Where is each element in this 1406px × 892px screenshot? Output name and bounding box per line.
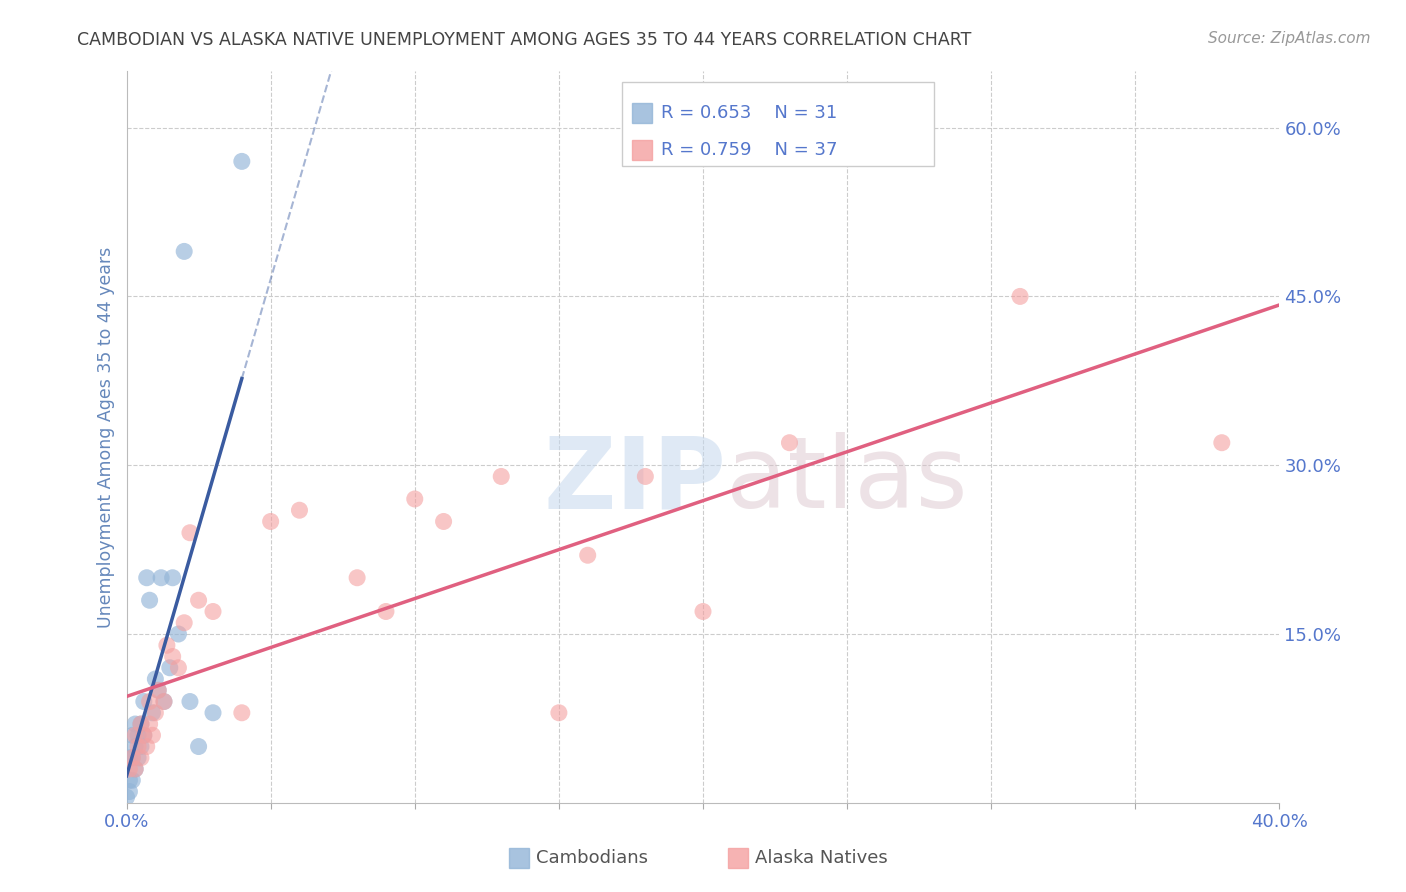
Point <box>167 627 190 641</box>
Point <box>148 683 170 698</box>
Point <box>153 694 176 708</box>
Point <box>779 435 801 450</box>
Point <box>118 784 141 798</box>
Point <box>135 571 157 585</box>
Point <box>124 762 146 776</box>
Point <box>129 717 152 731</box>
Point <box>129 717 152 731</box>
Point <box>145 672 166 686</box>
Point <box>187 593 209 607</box>
Point <box>202 706 225 720</box>
Point <box>346 571 368 585</box>
Point <box>156 638 179 652</box>
Text: Source: ZipAtlas.com: Source: ZipAtlas.com <box>1208 31 1371 46</box>
Point <box>202 605 225 619</box>
Text: ZIP: ZIP <box>543 433 725 530</box>
Point <box>159 661 181 675</box>
Point <box>1211 435 1233 450</box>
Text: Alaska Natives: Alaska Natives <box>755 848 887 867</box>
Point <box>179 525 201 540</box>
Point <box>124 739 146 754</box>
Point <box>231 706 253 720</box>
Point <box>433 515 456 529</box>
Point <box>129 739 152 754</box>
Point <box>173 244 195 259</box>
Point <box>124 728 146 742</box>
Point <box>124 762 146 776</box>
Point <box>153 694 176 708</box>
Point <box>132 694 155 708</box>
Point <box>118 773 141 788</box>
Point <box>548 706 571 720</box>
Point <box>121 751 143 765</box>
Point <box>127 739 149 754</box>
Point <box>231 154 253 169</box>
Point <box>187 739 209 754</box>
Point <box>141 728 163 742</box>
Point <box>124 717 146 731</box>
Point <box>138 717 160 731</box>
Point <box>167 661 190 675</box>
Point <box>129 751 152 765</box>
Point <box>132 728 155 742</box>
Point <box>162 649 184 664</box>
Point <box>127 728 149 742</box>
Point <box>576 548 599 562</box>
Point <box>179 694 201 708</box>
Point <box>288 503 311 517</box>
Point <box>135 739 157 754</box>
Point <box>162 571 184 585</box>
Point <box>1010 289 1032 303</box>
Point <box>121 751 143 765</box>
Point <box>141 706 163 720</box>
Y-axis label: Unemployment Among Ages 35 to 44 years: Unemployment Among Ages 35 to 44 years <box>97 246 115 628</box>
Point <box>173 615 195 630</box>
Point <box>115 790 138 805</box>
Point <box>145 706 166 720</box>
Point <box>132 728 155 742</box>
Text: R = 0.759    N = 37: R = 0.759 N = 37 <box>661 141 838 160</box>
Point <box>404 491 426 506</box>
Point <box>138 694 160 708</box>
Point <box>150 571 173 585</box>
Point <box>692 605 714 619</box>
Point <box>259 515 281 529</box>
Point <box>148 683 170 698</box>
Point <box>121 728 143 742</box>
Point <box>374 605 398 619</box>
Text: CAMBODIAN VS ALASKA NATIVE UNEMPLOYMENT AMONG AGES 35 TO 44 YEARS CORRELATION CH: CAMBODIAN VS ALASKA NATIVE UNEMPLOYMENT … <box>77 31 972 49</box>
Text: atlas: atlas <box>725 433 967 530</box>
Point <box>118 751 141 765</box>
Point <box>138 593 160 607</box>
Point <box>118 762 141 776</box>
FancyBboxPatch shape <box>623 82 934 167</box>
Point <box>634 469 657 483</box>
Text: R = 0.653    N = 31: R = 0.653 N = 31 <box>661 104 838 122</box>
Text: Cambodians: Cambodians <box>536 848 648 867</box>
Point <box>121 773 143 788</box>
Point <box>127 751 149 765</box>
Point <box>491 469 513 483</box>
